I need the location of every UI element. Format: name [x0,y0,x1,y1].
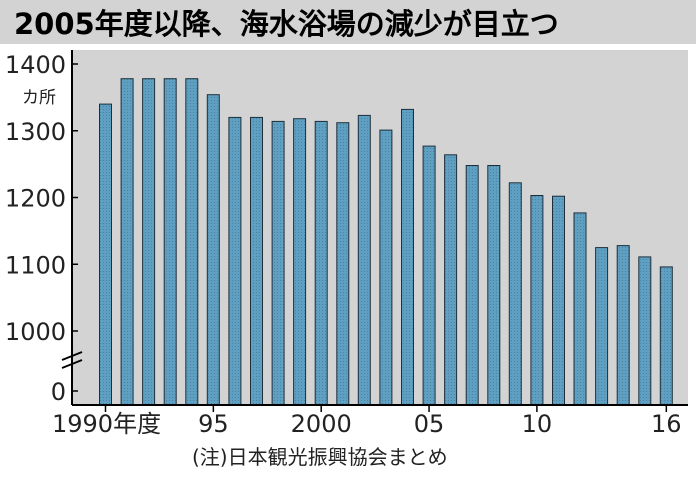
bar-2009 [508,182,522,406]
bar-1991 [120,78,134,406]
bar-2015 [638,256,652,406]
bar-1990 [99,103,112,406]
bar-series [99,78,673,406]
bar-1993 [163,78,177,406]
x-tick-label-2010: 10 [522,410,553,438]
x-tick-label-2016: 16 [651,410,682,438]
title-background [0,0,696,44]
y-axis-ticks: 1000 1100 1200 1300 1400 0 [5,51,78,406]
bar-2010 [530,195,544,406]
bar-2007 [465,165,479,406]
bar-2016 [659,266,673,406]
y-tick-label-1200: 1200 [5,185,66,213]
chart-title: 2005年度以降、海水浴場の減少が目立つ [14,7,559,41]
y-tick-label-1400: 1400 [5,51,66,79]
bar-1996 [228,116,242,406]
bar-2002 [357,114,371,406]
bar-2005 [422,145,436,406]
bar-2000 [314,120,328,406]
x-tick-label-2000: 2000 [291,410,352,438]
bar-2006 [444,154,458,406]
x-tick-label-2005: 05 [414,410,445,438]
bar-1994 [185,78,199,406]
bar-1997 [250,116,263,406]
x-tick-label-1990: 1990年度 [52,410,161,438]
y-tick-label-1000: 1000 [5,318,66,346]
bar-1998 [271,120,285,406]
bar-1992 [142,78,156,406]
bar-2013 [595,247,609,406]
bar-1995 [206,94,220,406]
bar-2008 [487,165,501,406]
y-tick-label-1300: 1300 [5,118,66,146]
source-note: (注)日本観光振興協会まとめ [192,445,448,469]
bar-2014 [616,245,630,406]
y-tick-label-0: 0 [51,378,66,406]
axis-break-mark [61,351,83,369]
y-axis-unit-label: カ所 [22,88,56,108]
x-axis-ticks: 1990年度 95 2000 05 10 16 [52,405,682,438]
bar-2003 [379,129,393,406]
bar-2004 [401,108,414,406]
x-tick-label-1995: 95 [198,410,229,438]
bar-1999 [293,118,307,406]
y-tick-label-1100: 1100 [5,251,66,279]
bar-2012 [573,212,587,406]
bar-2011 [552,195,565,406]
bar-2001 [336,122,350,406]
